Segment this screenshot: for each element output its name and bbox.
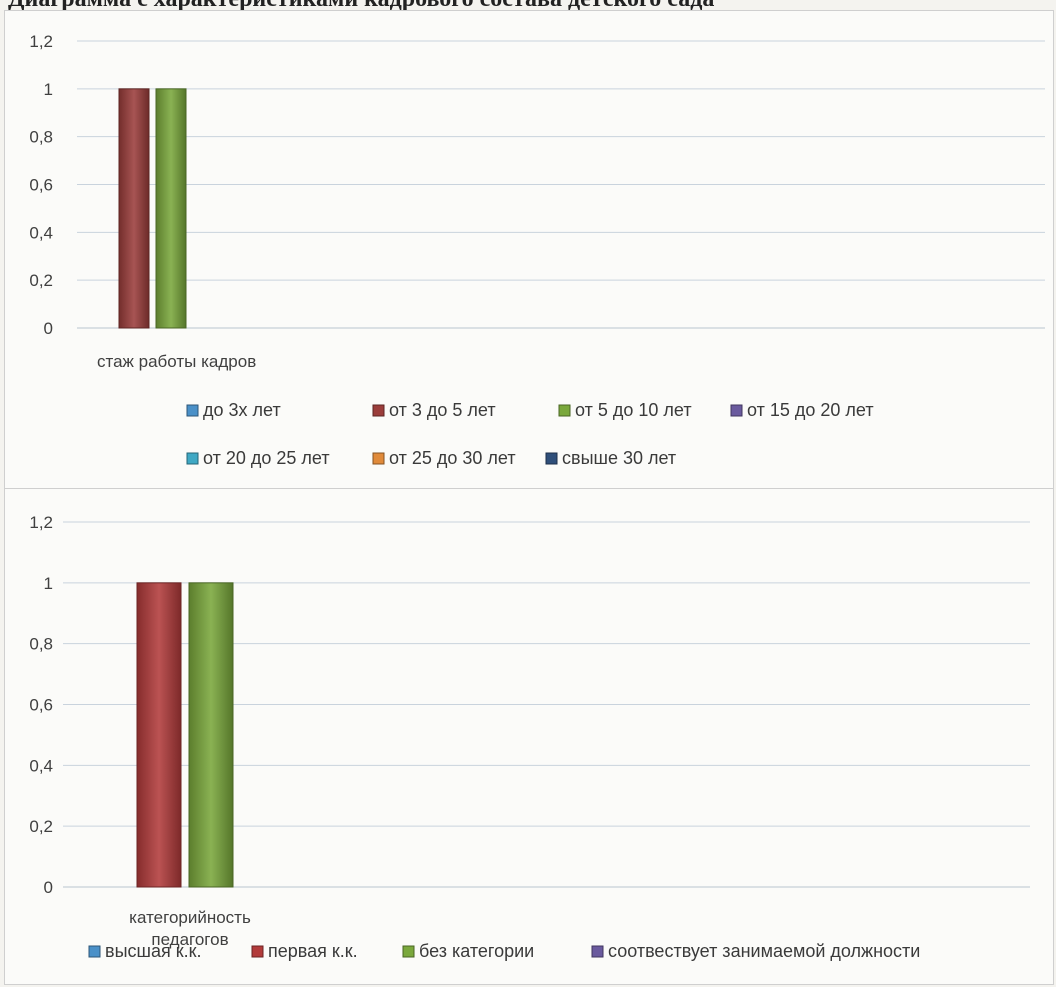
legend-label: от 3 до 5 лет [389,400,496,420]
y-tick-label: 0 [44,319,53,338]
legend-swatch [730,404,743,417]
legend-label: до 3х лет [203,400,281,420]
y-tick-label: 0,6 [29,696,53,715]
y-tick-label: 0,6 [29,176,53,195]
legend-label: первая к.к. [268,941,358,961]
legend-swatch [186,452,199,465]
y-tick-label: 0,8 [29,128,53,147]
y-tick-label: 1 [44,574,53,593]
legend-label: от 15 до 20 лет [747,400,874,420]
category-chart: 0 0,2 0,4 0,6 0,8 1 1,2 категорийность педагогов… [29,513,1030,961]
chart-panel-experience: 0 0,2 0,4 0,6 0,8 1 1,2 стаж работы кадров до 3х… [4,10,1054,490]
legend-swatch [186,404,199,417]
legend-swatch [591,945,604,958]
experience-chart: 0 0,2 0,4 0,6 0,8 1 1,2 стаж работы кадров до 3х… [29,32,1045,468]
legend-swatch [372,404,385,417]
category-label: категорийность педагогов [129,908,251,949]
chart-panel-category: 0 0,2 0,4 0,6 0,8 1 1,2 категорийность педагогов… [4,488,1054,985]
y-tick-label: 0,8 [29,635,53,654]
legend-swatch [545,452,558,465]
y-tick-label: 0,4 [29,756,53,775]
legend-swatch [402,945,415,958]
legend-swatch [372,452,385,465]
y-tick-label: 1,2 [29,513,53,532]
category-label: стаж работы кадров [97,352,256,371]
y-tick-label: 0 [44,878,53,897]
legend-label: от 20 до 25 лет [203,448,330,468]
page-title: Диаграмма с характеристиками кадрового с… [8,0,714,13]
bar [188,582,234,888]
legend-label: от 25 до 30 лет [389,448,516,468]
legend-swatch [558,404,571,417]
legend-swatch [88,945,101,958]
legend-swatch [251,945,264,958]
y-tick-label: 1 [44,80,53,99]
legend-label: соотвествует занимаемой должности [608,941,920,961]
legend-label: без категории [419,941,534,961]
y-tick-label: 0,2 [29,271,53,290]
y-tick-label: 1,2 [29,32,53,51]
legend-label: от 5 до 10 лет [575,400,692,420]
y-tick-label: 0,2 [29,817,53,836]
bar [118,88,150,329]
bar [136,582,182,888]
bar [155,88,187,329]
legend-label: высшая к.к. [105,941,201,961]
y-tick-label: 0,4 [29,223,53,242]
legend-label: свыше 30 лет [562,448,676,468]
